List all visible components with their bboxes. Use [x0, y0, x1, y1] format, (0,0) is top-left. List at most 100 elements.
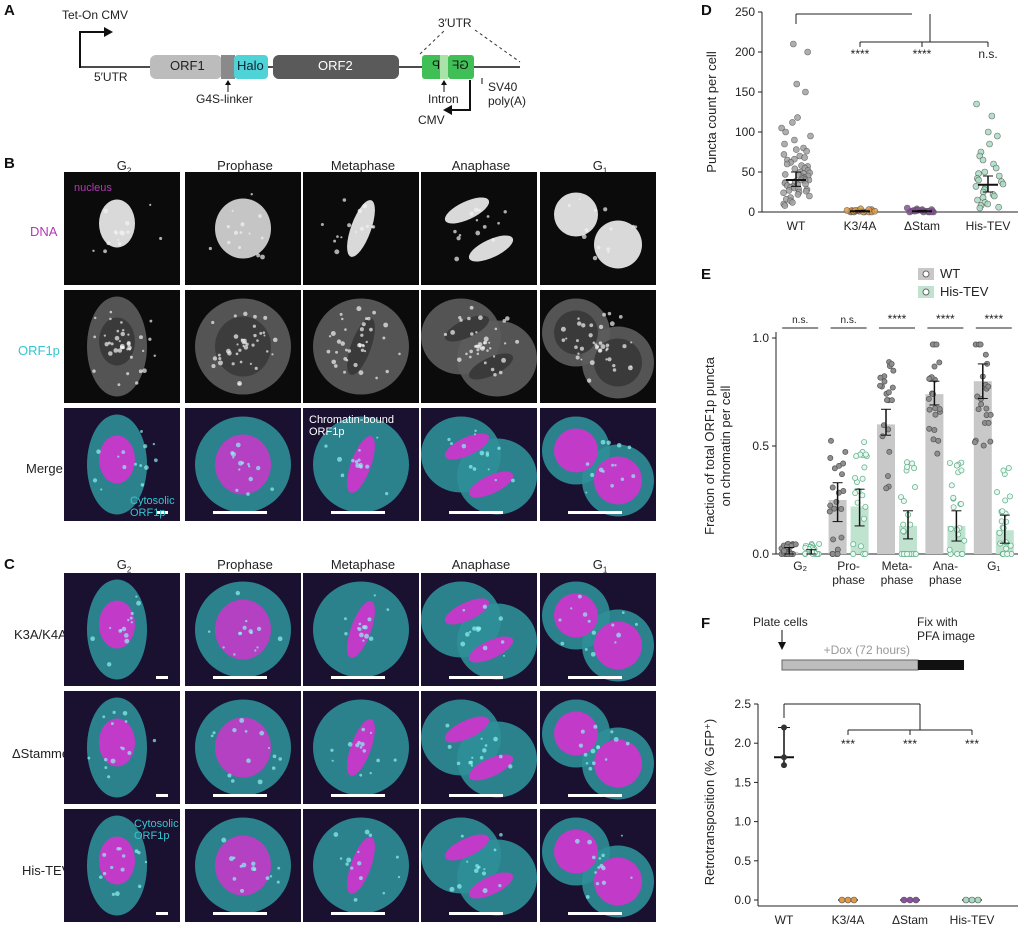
d-point	[975, 176, 982, 184]
tile-c-k3a-k4a-anaphase-image	[421, 573, 537, 686]
scale-bar	[568, 912, 622, 915]
e-point	[830, 536, 837, 543]
tile-b-merge-g2	[64, 408, 180, 521]
e-point	[980, 442, 987, 449]
panel-letter-a: A	[4, 2, 15, 19]
e-xtick-label: Meta-	[882, 559, 913, 573]
f-ytick-label: 0.5	[734, 854, 751, 868]
d-point	[793, 80, 801, 88]
e-point	[884, 397, 890, 404]
e-ytick-label: 0.0	[752, 547, 769, 561]
utr5-label: 5′UTR	[94, 70, 128, 84]
tile-b-dna-anaphase-image	[421, 172, 537, 285]
e-legend-marker	[922, 270, 930, 278]
header-c-g1: G1	[592, 557, 608, 575]
tile-b-merge-prophase	[185, 408, 301, 521]
e-point	[933, 341, 940, 348]
f-ytick-label: 1.5	[734, 775, 751, 789]
e-point	[926, 375, 933, 382]
e-point	[827, 502, 834, 509]
scale-bar	[331, 676, 385, 679]
e-point	[888, 397, 895, 404]
e-point	[879, 433, 886, 440]
f-timeline-fix-bar	[918, 660, 964, 670]
e-point	[792, 541, 799, 548]
e-point	[978, 401, 985, 408]
cytosolic-annotation-c: Cytosolic ORF1p	[134, 818, 179, 842]
f-timeline-arrowhead	[778, 642, 786, 650]
e-point	[888, 360, 895, 367]
e-point	[861, 515, 867, 522]
f-significance: ***	[903, 737, 917, 751]
gfp-left-label: P	[432, 58, 441, 72]
header-c-anaphase: Anaphase	[451, 557, 511, 572]
d-point	[791, 165, 799, 173]
e-ytick-label: 1.0	[752, 331, 769, 345]
e-point	[926, 406, 933, 413]
cmv-label: CMV	[418, 113, 445, 127]
d-point	[988, 112, 996, 120]
e-point	[877, 382, 884, 389]
d-point	[979, 156, 987, 164]
header-b-g2: G2	[116, 158, 132, 176]
panel-letter-c: C	[4, 556, 15, 573]
tile-c-his-tev-anaphase	[421, 809, 537, 922]
d-point	[999, 180, 1007, 188]
tile-b-orf-g1-image	[540, 290, 656, 403]
cmv-arrowhead	[443, 105, 452, 115]
e-point	[842, 448, 849, 455]
tile-b-merge-g1	[540, 408, 656, 521]
e-point	[838, 534, 845, 541]
f-point	[974, 896, 982, 904]
tile-c-dstammer-g1-image	[540, 691, 656, 804]
gfp-right-label: GF	[452, 58, 469, 72]
e-point	[861, 439, 868, 446]
d-ytick-label: 250	[735, 5, 755, 19]
d-point	[789, 199, 796, 206]
tile-c-his-tev-g1-image	[540, 809, 656, 922]
tile-c-k3a-k4a-metaphase	[303, 573, 419, 686]
scale-bar	[331, 511, 385, 514]
d-point	[981, 168, 989, 176]
e-point	[932, 411, 939, 418]
e-point	[912, 484, 919, 491]
e-point	[971, 439, 978, 446]
tile-c-k3a-k4a-metaphase-image	[303, 573, 419, 686]
e-point	[931, 363, 938, 370]
f-ytick-label: 1.0	[734, 815, 751, 829]
promoter-arrowhead	[104, 27, 113, 37]
f-point	[781, 762, 787, 769]
orf2-label: ORF2	[318, 58, 353, 73]
e-ytick-label: 0.5	[752, 439, 769, 453]
e-point	[816, 540, 823, 547]
tile-c-his-tev-metaphase-image	[303, 809, 419, 922]
d-point	[789, 119, 796, 126]
tile-c-k3a-k4a-g2-image	[64, 573, 180, 686]
f-point	[968, 896, 976, 904]
orf1-box	[150, 55, 222, 79]
e-significance: n.s.	[841, 315, 857, 326]
e-point	[877, 374, 884, 381]
tile-b-merge-metaphase	[303, 408, 419, 521]
e-point	[781, 547, 788, 554]
e-xtick-label: G₁	[987, 559, 1000, 573]
e-significance: ****	[984, 312, 1003, 326]
utr3-label: 3′UTR	[438, 16, 472, 30]
e-point	[840, 460, 847, 467]
construct-diagram	[79, 27, 521, 115]
e-xtick-label: Ana-	[933, 559, 958, 573]
tile-c-dstammer-g2	[64, 691, 180, 804]
e-point	[852, 474, 859, 481]
e-point	[802, 544, 809, 551]
d-point	[995, 203, 1002, 211]
tile-b-dna-metaphase-image	[303, 172, 419, 285]
e-point	[946, 460, 953, 466]
tile-c-his-tev-g2	[64, 809, 180, 922]
tile-c-k3a-k4a-g1	[540, 573, 656, 686]
e-point	[950, 494, 957, 501]
e-point	[889, 384, 896, 391]
e-point	[839, 471, 845, 478]
e-point	[829, 551, 836, 557]
e-point	[954, 551, 961, 557]
e-legend-label: WT	[940, 266, 960, 281]
